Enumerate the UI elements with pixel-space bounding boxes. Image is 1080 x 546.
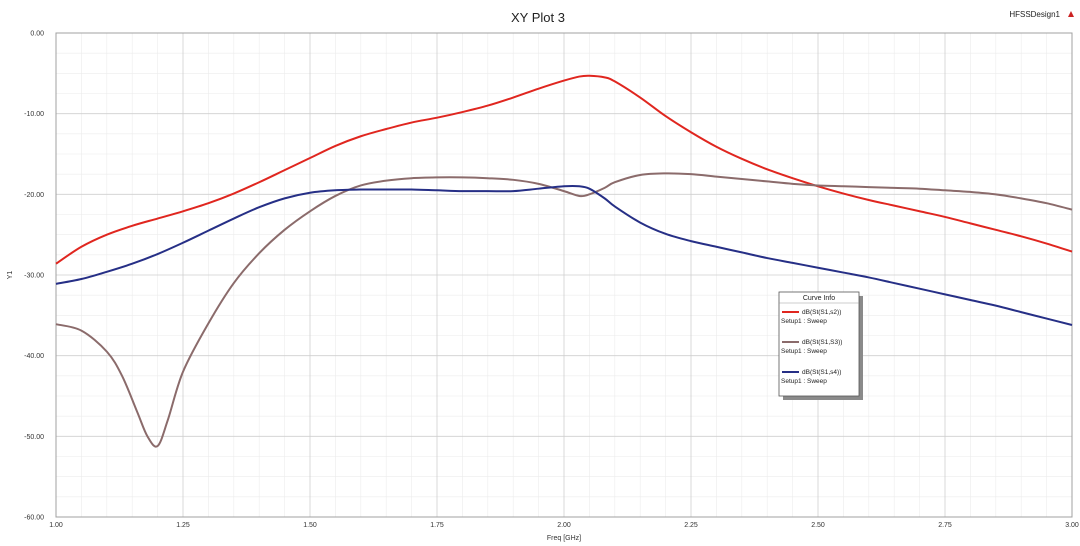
legend-setup-s14: Setup1 : Sweep xyxy=(781,378,827,385)
y-tick-label: -10.00 xyxy=(24,111,44,118)
x-tick-label: 1.00 xyxy=(49,522,63,529)
legend-box xyxy=(778,291,860,397)
x-tick-label: 3.00 xyxy=(1065,522,1079,529)
y-tick-label: -60.00 xyxy=(24,515,44,522)
y-tick-label: -30.00 xyxy=(24,273,44,280)
x-tick-label: 2.50 xyxy=(811,522,825,529)
x-tick-label: 2.00 xyxy=(557,522,571,529)
legend-name-s14: dB(St(S1,s4)) xyxy=(802,369,841,376)
series-line-4 xyxy=(55,184,1073,326)
y-tick-label: -40.00 xyxy=(24,353,44,360)
x-axis-label: Freq [GHz] xyxy=(547,535,581,542)
x-tick-label: 1.25 xyxy=(176,522,190,529)
y-tick-label: -20.00 xyxy=(24,192,44,199)
legend-setup-s12: Setup1 : Sweep xyxy=(781,318,827,325)
x-tick-label: 1.50 xyxy=(303,522,317,529)
x-tick-label: 1.75 xyxy=(430,522,444,529)
series-layer xyxy=(55,74,1073,448)
x-tick-label: 2.25 xyxy=(684,522,698,529)
x-tick-labels: 1.00 1.25 1.50 1.75 2.00 2.25 2.50 2.75 3.00 xyxy=(49,522,1079,529)
legend-name-s13: dB(St(S1,S3)) xyxy=(802,339,842,346)
y-tick-label: -50.00 xyxy=(24,434,44,441)
legend-name-s12: dB(St(S1,s2)) xyxy=(802,309,841,316)
plot-area-frame xyxy=(55,32,1073,518)
curve-info-legend[interactable]: Curve Info dB(St(S1,s2)) Setup1 : Sweep … xyxy=(778,291,863,400)
y-tick-label: 0.00 xyxy=(30,31,44,38)
design-marker-icon xyxy=(1068,11,1074,17)
design-name: HFSSDesign1 xyxy=(1009,10,1060,19)
x-tick-label: 2.75 xyxy=(938,522,952,529)
series-line-2 xyxy=(55,74,1073,265)
y-tick-labels: 0.00 -10.00 -20.00 -30.00 -40.00 -50.00 -60.00 xyxy=(24,31,44,522)
chart-title: XY Plot 3 xyxy=(511,10,565,25)
y-axis-label: Y1 xyxy=(7,271,14,280)
legend-title: Curve Info xyxy=(803,295,835,302)
legend-setup-s13: Setup1 : Sweep xyxy=(781,348,827,355)
